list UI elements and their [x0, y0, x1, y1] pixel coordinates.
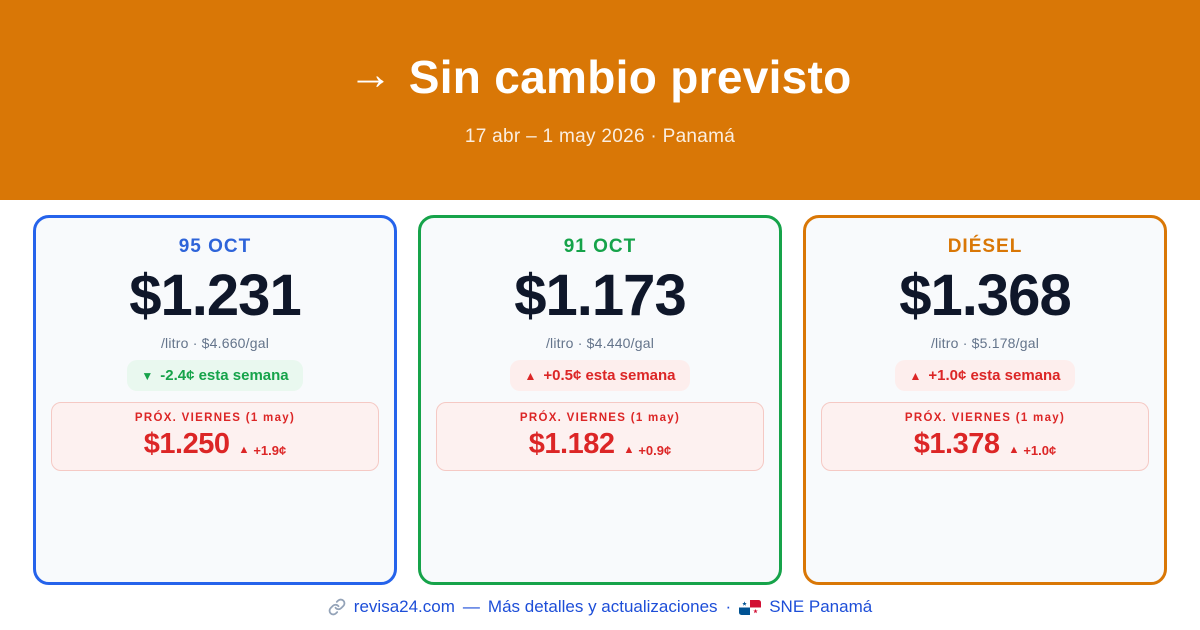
- panama-flag-icon: [739, 599, 762, 615]
- next-price-row: $1.250 ▲ +1.9¢: [60, 430, 370, 459]
- triangle-up-icon: ▲: [909, 368, 922, 383]
- next-delta-value: +1.0¢: [1023, 443, 1057, 458]
- footer-text: Más detalles y actualizaciones: [487, 597, 718, 616]
- fuel-name: 91 OCT: [563, 236, 637, 257]
- fuel-name: 95 OCT: [178, 236, 252, 257]
- week-change-badge: ▼ -2.4¢ esta semana: [127, 360, 303, 391]
- next-delta: ▲ +1.0¢: [1008, 443, 1056, 459]
- fuel-card-diesel: DIÉSEL $1.368 /litro · $5.178/gal ▲ +1.0…: [803, 215, 1167, 585]
- footer-dot: ·: [725, 597, 732, 616]
- fuel-name: DIÉSEL: [947, 236, 1023, 257]
- footer-source: SNE Panamá: [769, 597, 873, 616]
- next-price: $1.182: [528, 428, 615, 460]
- fuel-card-91-oct: 91 OCT $1.173 /litro · $4.440/gal ▲ +0.5…: [418, 215, 782, 585]
- next-price: $1.250: [143, 428, 230, 460]
- link-icon: [328, 598, 346, 616]
- page-title: → Sin cambio previsto: [348, 49, 852, 103]
- next-delta: ▲ +0.9¢: [623, 443, 671, 459]
- current-price: $1.231: [129, 263, 301, 328]
- current-price: $1.173: [514, 263, 686, 328]
- current-price: $1.368: [899, 263, 1071, 328]
- next-delta: ▲ +1.9¢: [238, 443, 286, 459]
- next-delta-value: +1.9¢: [253, 443, 287, 458]
- fuel-card-95-oct: 95 OCT $1.231 /litro · $4.660/gal ▼ -2.4…: [33, 215, 397, 585]
- week-change-badge: ▲ +1.0¢ esta semana: [895, 360, 1075, 391]
- triangle-up-icon: ▲: [623, 444, 635, 456]
- next-price-row: $1.182 ▲ +0.9¢: [445, 430, 755, 459]
- week-change-text: -2.4¢ esta semana: [160, 367, 289, 384]
- next-friday-forecast-box: PRÓX. VIERNES (1 may) $1.182 ▲ +0.9¢: [436, 402, 764, 471]
- price-unit: /litro · $4.660/gal: [160, 335, 270, 351]
- next-friday-label: PRÓX. VIERNES (1 may): [904, 412, 1066, 424]
- price-unit: /litro · $5.178/gal: [930, 335, 1040, 351]
- triangle-up-icon: ▲: [238, 444, 250, 456]
- footer-separator: —: [462, 597, 480, 616]
- date-range: 17 abr – 1 may 2026 · Panamá: [464, 126, 736, 148]
- cards-row: 95 OCT $1.231 /litro · $4.660/gal ▼ -2.4…: [0, 200, 1200, 585]
- week-change-text: +0.5¢ esta semana: [543, 367, 676, 384]
- next-friday-label: PRÓX. VIERNES (1 may): [519, 412, 681, 424]
- next-delta-value: +0.9¢: [638, 443, 672, 458]
- footer: revisa24.com — Más detalles y actualizac…: [0, 597, 1200, 617]
- site-link[interactable]: revisa24.com: [353, 597, 455, 616]
- triangle-up-icon: ▲: [1008, 444, 1020, 456]
- triangle-down-icon: ▼: [141, 368, 154, 383]
- week-change-badge: ▲ +0.5¢ esta semana: [510, 360, 690, 391]
- week-change-text: +1.0¢ esta semana: [928, 367, 1061, 384]
- price-unit: /litro · $4.440/gal: [545, 335, 655, 351]
- next-friday-label: PRÓX. VIERNES (1 may): [134, 412, 296, 424]
- triangle-up-icon: ▲: [524, 368, 537, 383]
- next-price-row: $1.378 ▲ +1.0¢: [830, 430, 1140, 459]
- title-text: Sin cambio previsto: [408, 50, 852, 103]
- arrow-right-icon: →: [348, 49, 393, 99]
- next-friday-forecast-box: PRÓX. VIERNES (1 may) $1.378 ▲ +1.0¢: [821, 402, 1149, 471]
- next-friday-forecast-box: PRÓX. VIERNES (1 may) $1.250 ▲ +1.9¢: [51, 402, 379, 471]
- next-price: $1.378: [913, 428, 1000, 460]
- hero-banner: → Sin cambio previsto 17 abr – 1 may 202…: [0, 0, 1200, 200]
